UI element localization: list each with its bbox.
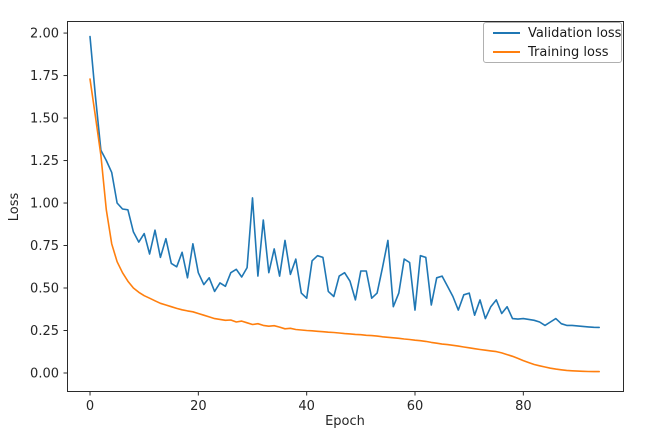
- x-tick-label: 80: [515, 399, 532, 414]
- y-tick-label: 0.25: [30, 324, 59, 339]
- y-tick-label: 0.50: [30, 282, 59, 297]
- validation-line-swatch: [493, 32, 520, 34]
- x-tick-label: 20: [190, 399, 207, 414]
- x-tick-label: 40: [298, 399, 315, 414]
- x-tick-label: 60: [407, 399, 424, 414]
- tick-layer: 0 20 40 60 80 0.00 0.25 0.50 0.75 1.00 1.25 1.50 1.7…: [30, 27, 532, 414]
- x-axis-label: Epoch: [325, 414, 365, 429]
- y-tick-label: 1.00: [30, 197, 59, 212]
- y-tick-label: 0.00: [30, 366, 59, 381]
- y-tick-label: 2.00: [30, 27, 59, 42]
- legend-label-training: Training loss: [528, 44, 609, 60]
- y-tick-label: 1.50: [30, 112, 59, 127]
- y-tick-label: 1.75: [30, 69, 59, 84]
- axes-border: [67, 21, 624, 392]
- training-loss-line: [89, 78, 601, 373]
- y-axis-label: Loss: [7, 192, 22, 222]
- legend-item-validation: Validation loss: [493, 26, 621, 41]
- y-tick-label: 0.75: [30, 239, 59, 254]
- x-tick-label: 0: [86, 399, 94, 414]
- y-tick-label: 1.25: [30, 154, 59, 169]
- legend-item-training: Training loss: [493, 45, 613, 60]
- legend: Validation loss Training loss: [483, 22, 622, 63]
- legend-label-validation: Validation loss: [528, 25, 622, 41]
- validation-loss-line: [89, 35, 601, 329]
- training-line-swatch: [493, 51, 520, 53]
